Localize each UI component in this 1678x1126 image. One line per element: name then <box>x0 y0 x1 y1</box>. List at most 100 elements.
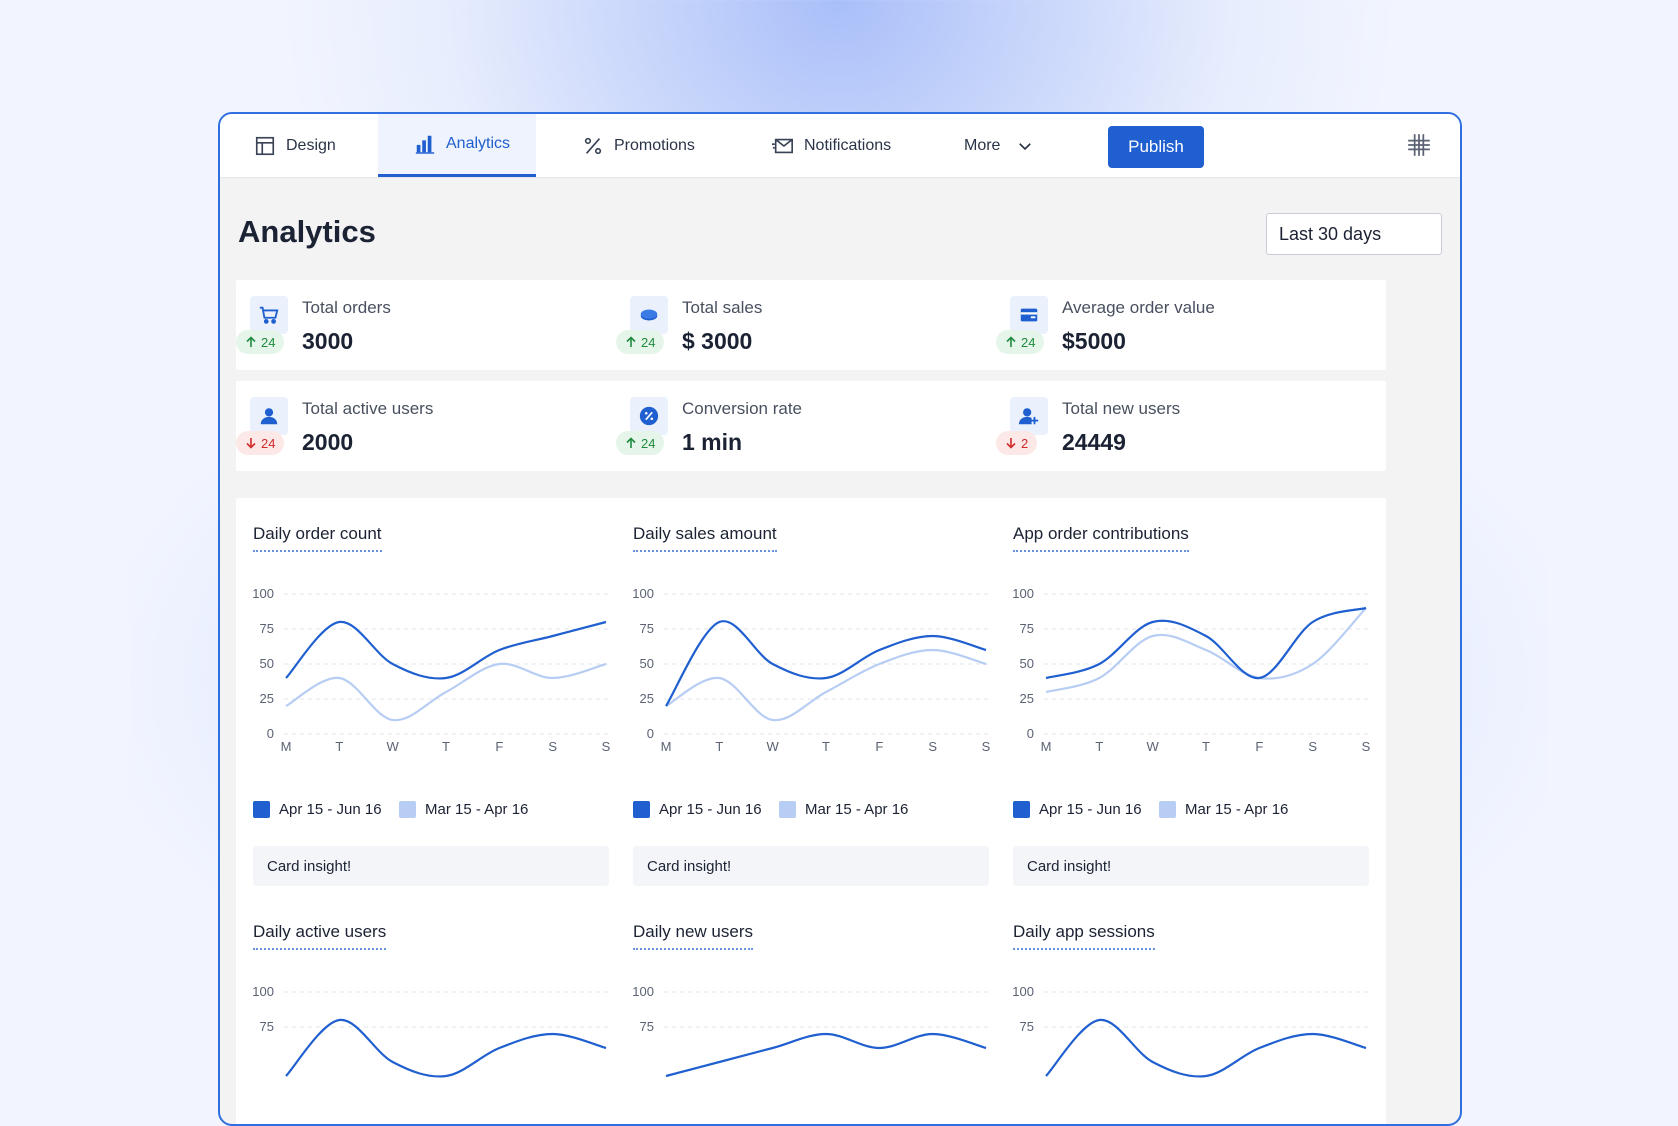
x-tick-label: W <box>387 739 400 754</box>
legend-item-previous: Mar 15 - Apr 16 <box>399 801 528 818</box>
x-tick-label: T <box>822 739 830 754</box>
y-tick-label: 100 <box>632 586 654 601</box>
chart-title[interactable]: Daily order count <box>253 524 382 552</box>
stat-card: Average order value $5000 24 <box>996 280 1386 370</box>
series-line-previous <box>1045 607 1367 694</box>
trend-value: 24 <box>261 435 276 451</box>
x-tick-label: F <box>1255 739 1263 754</box>
app-window: Design Analytics Promotions Notification… <box>218 112 1462 1126</box>
arrow-down-icon <box>1005 437 1017 449</box>
percent-badge-icon <box>630 397 668 435</box>
publish-button[interactable]: Publish <box>1108 126 1204 168</box>
y-tick-label: 25 <box>640 691 654 706</box>
legend-label: Apr 15 - Jun 16 <box>1039 801 1142 818</box>
chart-title[interactable]: Daily sales amount <box>633 524 777 552</box>
arrow-down-icon <box>245 437 257 449</box>
trend-badge: 24 <box>236 431 285 455</box>
legend-label: Mar 15 - Apr 16 <box>805 801 909 818</box>
x-tick-label: F <box>875 739 883 754</box>
x-tick-label: F <box>495 739 503 754</box>
chart-card: Daily sales amount 0 25 50 75 100 M T W T F S S Apr 1… <box>616 498 1006 908</box>
layout-icon <box>255 136 275 155</box>
tab-label: Analytics <box>446 135 511 152</box>
y-tick-label: 0 <box>1027 726 1034 741</box>
chart-card: App order contributions 0 25 50 75 100 M T W T F S S… <box>996 498 1386 908</box>
trend-value: 24 <box>261 334 276 350</box>
tab-analytics[interactable]: Analytics <box>378 114 536 177</box>
y-tick-label: 0 <box>647 726 654 741</box>
chart-card: Daily active users 100 75 <box>236 896 626 1124</box>
chart-card: Daily new users 100 75 <box>616 896 1006 1124</box>
series-line-previous <box>665 648 987 722</box>
x-tick-label: M <box>281 739 292 754</box>
y-tick-label: 100 <box>1012 984 1034 999</box>
x-tick-label: T <box>715 739 723 754</box>
legend-swatch <box>1159 801 1176 818</box>
bar-chart-icon <box>415 135 435 154</box>
y-tick-label: 50 <box>260 656 274 671</box>
tab-more[interactable]: More <box>950 114 1070 177</box>
trend-value: 24 <box>641 334 656 350</box>
chart-title[interactable]: Daily new users <box>633 922 753 950</box>
chart-title[interactable]: Daily app sessions <box>1013 922 1155 950</box>
chart-title[interactable]: Daily active users <box>253 922 387 950</box>
stat-value: $5000 <box>1062 328 1126 354</box>
legend-item-current: Apr 15 - Jun 16 <box>633 801 762 818</box>
card-insight: Card insight! <box>633 846 989 886</box>
card-insight: Card insight! <box>1013 846 1369 886</box>
chart-title[interactable]: App order contributions <box>1013 524 1189 552</box>
x-tick-label: T <box>442 739 450 754</box>
stat-card: Conversion rate 1 min 24 <box>616 381 1006 471</box>
legend-label: Apr 15 - Jun 16 <box>659 801 762 818</box>
tab-promotions[interactable]: Promotions <box>568 114 728 177</box>
tab-notifications[interactable]: Notifications <box>758 114 938 177</box>
y-tick-label: 100 <box>252 586 274 601</box>
y-tick-label: 75 <box>640 1019 654 1034</box>
wallet-icon <box>1010 296 1048 334</box>
legend-item-current: Apr 15 - Jun 16 <box>1013 801 1142 818</box>
stat-card: Total active users 2000 24 <box>236 381 626 471</box>
legend-swatch <box>1013 801 1030 818</box>
x-tick-label: S <box>1308 739 1317 754</box>
legend-label: Mar 15 - Apr 16 <box>1185 801 1289 818</box>
series-line-current <box>1045 1018 1367 1078</box>
series-line-current <box>665 1032 987 1078</box>
trend-badge: 24 <box>616 431 665 455</box>
x-tick-label: S <box>548 739 557 754</box>
legend-swatch <box>779 801 796 818</box>
legend-item-current: Apr 15 - Jun 16 <box>253 801 382 818</box>
line-chart: 0 25 50 75 100 M T W T F S S <box>1012 586 1371 754</box>
stat-value: 2000 <box>302 429 354 455</box>
x-tick-label: W <box>767 739 780 754</box>
tab-label: More <box>964 136 1001 154</box>
legend-label: Mar 15 - Apr 16 <box>425 801 529 818</box>
stat-value: 3000 <box>302 328 354 354</box>
stat-label: Total active users <box>302 399 434 418</box>
tab-design[interactable]: Design <box>240 114 380 177</box>
tab-label: Notifications <box>804 136 892 154</box>
card-insight: Card insight! <box>253 846 609 886</box>
mail-icon <box>772 138 793 153</box>
date-range-select[interactable]: Last 30 days <box>1266 213 1442 255</box>
stat-label: Conversion rate <box>682 399 803 418</box>
grid-icon[interactable] <box>1406 132 1432 158</box>
coins-icon <box>630 296 668 334</box>
stat-value: 1 min <box>682 429 743 455</box>
x-tick-label: S <box>602 739 611 754</box>
top-nav: Design Analytics Promotions Notification… <box>220 114 1460 178</box>
series-line-current <box>665 620 987 707</box>
line-chart: 100 75 <box>1012 984 1370 1078</box>
legend-swatch <box>633 801 650 818</box>
tab-label: Design <box>286 136 336 154</box>
percent-icon <box>584 137 602 154</box>
y-tick-label: 25 <box>1020 691 1034 706</box>
chart-card: Daily app sessions 100 75 <box>996 896 1386 1124</box>
series-line-current <box>285 620 607 680</box>
stat-value: $ 3000 <box>682 328 753 354</box>
x-tick-label: S <box>1362 739 1371 754</box>
line-chart: 100 75 <box>252 984 610 1078</box>
x-tick-label: M <box>1041 739 1052 754</box>
chevron-down-icon <box>1019 142 1032 150</box>
y-tick-label: 100 <box>632 984 654 999</box>
trend-value: 24 <box>1021 334 1036 350</box>
